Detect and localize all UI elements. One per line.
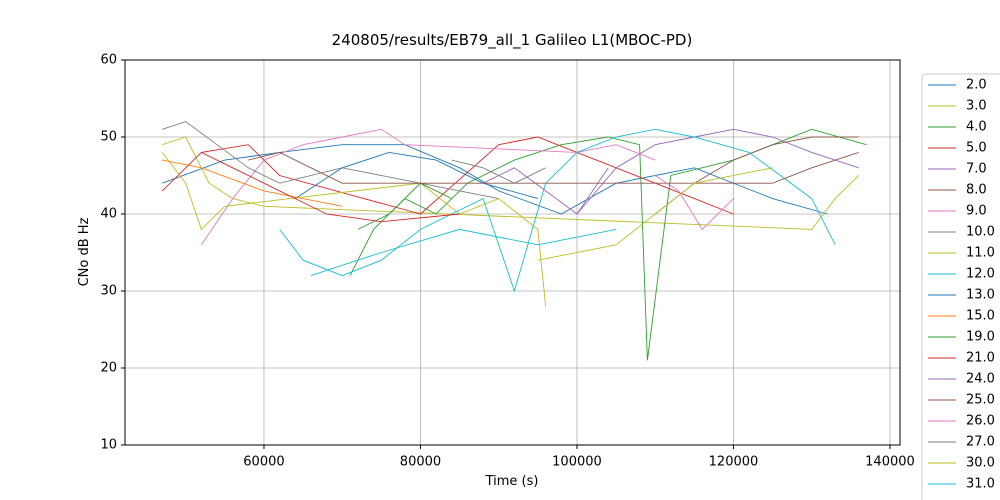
legend-label: 13.0 [966,288,995,303]
series-line [248,151,859,184]
legend-label: 25.0 [966,393,995,408]
x-tick-label: 120000 [709,455,759,470]
legend-label: 27.0 [966,435,995,450]
y-tick-label: 20 [100,361,117,376]
series-line [537,167,773,261]
legend-label: 10.0 [966,225,995,240]
series-line [349,128,867,361]
series-line [162,159,343,207]
plot-frame [124,59,901,446]
x-tick-label: 60000 [243,455,284,470]
series-line [654,175,734,231]
series-line [162,136,859,230]
x-axis-label: Time (s) [485,474,539,489]
series-line [357,182,452,230]
series-line [451,159,546,184]
y-tick-label: 10 [100,438,117,453]
legend-box [921,73,1000,500]
x-tick-label: 140000 [865,455,915,470]
series-line [482,167,609,215]
series-line [161,152,547,307]
y-tick-label: 50 [100,130,117,145]
legend-label: 24.0 [966,372,995,387]
y-tick-label: 40 [100,207,117,222]
x-tick-label: 100000 [552,455,602,470]
y-axis-label: CNo dB Hz [77,217,92,286]
legend-label: 2.0 [966,78,987,93]
legend-label: 3.0 [966,99,987,114]
y-tick-label: 60 [100,53,117,68]
legend-label: 7.0 [966,162,987,177]
series-line [201,128,656,246]
legend-label: 11.0 [966,246,995,261]
series-line [295,151,538,200]
legend-label: 5.0 [966,141,987,156]
legend-label: 21.0 [966,351,995,366]
legend-label: 31.0 [966,477,995,492]
legend-label: 26.0 [966,414,995,429]
y-tick-label: 30 [100,284,117,299]
series-line [576,128,859,215]
legend-label: 4.0 [966,120,987,135]
series-line [162,121,499,200]
chart-title: 240805/results/EB79_all_1 Galileo L1(MBO… [332,31,693,50]
series-line [201,151,460,223]
legend-label: 30.0 [966,456,995,471]
legend-label: 15.0 [966,309,995,324]
legend-label: 19.0 [966,330,995,345]
legend-label: 8.0 [966,183,987,198]
series-line [161,136,734,215]
legend-label: 12.0 [966,267,995,282]
x-tick-label: 80000 [400,455,441,470]
series-line [310,228,617,277]
series-line [162,144,828,215]
legend-label: 9.0 [966,204,987,219]
